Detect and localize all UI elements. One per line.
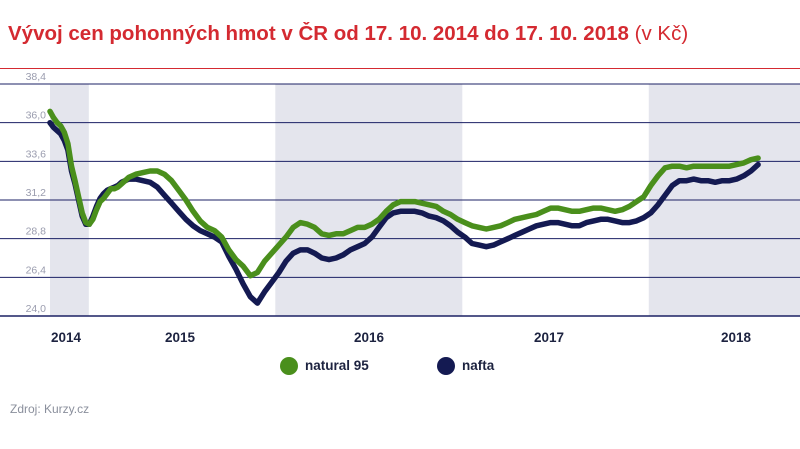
x-year-label-2016: 2016 <box>354 330 385 345</box>
y-tick-label-2: 33,6 <box>26 148 47 160</box>
x-year-label-2015: 2015 <box>165 330 196 345</box>
y-tick-label-0: 38,4 <box>26 71 47 83</box>
source-note: Zdroj: Kurzy.cz <box>10 402 90 416</box>
legend-natural-95-swatch <box>280 357 298 375</box>
legend-nafta-label: nafta <box>462 358 495 373</box>
fuel-price-chart: 38,4 36,0 33,6 31,2 28,8 26,4 24,0 2014 2015 2016… <box>0 71 800 345</box>
title-divider <box>0 68 800 69</box>
series-line-natural-95 <box>47 108 761 279</box>
y-tick-label-3: 31,2 <box>26 187 47 199</box>
legend-nafta-swatch <box>437 357 455 375</box>
y-tick-label-5: 26,4 <box>26 264 47 276</box>
y-tick-label-1: 36,0 <box>26 110 47 122</box>
x-year-label-2017: 2017 <box>534 330 564 345</box>
y-tick-label-4: 28,8 <box>26 226 47 238</box>
chart-title: Vývoj cen pohonných hmot v ČR od 17. 10.… <box>8 22 689 45</box>
legend-natural-95-label: natural 95 <box>305 358 369 373</box>
title-unit: (v Kč) <box>634 22 689 45</box>
y-tick-label-6: 24,0 <box>26 303 47 315</box>
x-year-label-2018: 2018 <box>721 330 752 345</box>
x-year-label-2014: 2014 <box>51 330 82 345</box>
